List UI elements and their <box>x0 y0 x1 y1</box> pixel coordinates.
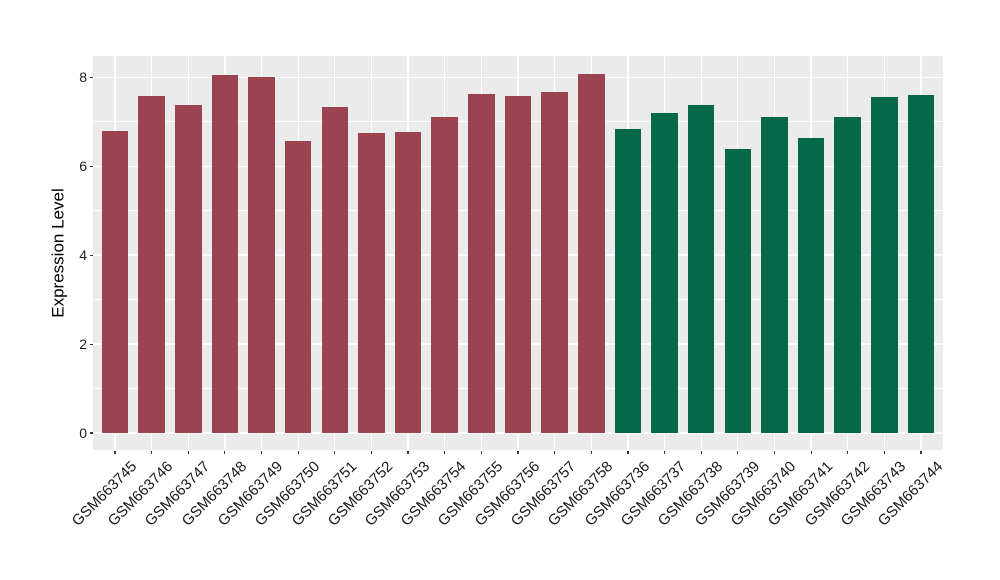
x-tick-mark <box>224 450 226 454</box>
y-tick-mark <box>90 432 93 434</box>
bar <box>211 75 239 433</box>
bar <box>651 113 678 433</box>
x-tick-mark <box>297 450 299 454</box>
bar <box>358 133 385 433</box>
x-tick-mark <box>920 450 922 454</box>
bar <box>614 128 642 433</box>
bar <box>101 130 129 433</box>
plot-panel <box>93 56 943 450</box>
bar <box>577 74 605 433</box>
bar <box>394 132 422 433</box>
x-tick-mark <box>554 450 556 454</box>
y-tick-mark <box>90 254 93 256</box>
x-tick-mark <box>260 450 263 454</box>
x-tick-mark <box>737 450 739 454</box>
bar <box>541 92 568 433</box>
bar <box>724 148 752 433</box>
bar <box>284 141 312 433</box>
y-tick-mark <box>90 343 93 345</box>
y-tick-mark <box>90 76 93 79</box>
bar <box>431 116 459 433</box>
y-tick-label: 8 <box>79 69 87 86</box>
x-tick-mark <box>590 450 592 454</box>
x-tick-mark <box>517 450 519 454</box>
y-tick-label: 4 <box>79 247 87 264</box>
bar <box>907 94 935 433</box>
bar <box>834 116 862 433</box>
bar <box>468 94 495 433</box>
bar <box>174 104 202 433</box>
x-tick-mark <box>847 450 849 454</box>
bar <box>797 138 825 433</box>
bar <box>504 95 532 433</box>
x-tick-mark <box>444 450 446 454</box>
bar <box>138 96 165 433</box>
x-tick-mark <box>773 450 776 454</box>
x-tick-mark <box>370 450 373 454</box>
y-tick-label: 0 <box>79 425 87 441</box>
x-tick-mark <box>700 450 702 454</box>
y-tick-label: 6 <box>79 158 87 175</box>
bar <box>871 97 898 433</box>
bar <box>761 117 788 433</box>
x-tick-mark <box>407 450 409 454</box>
x-tick-mark <box>810 450 812 454</box>
x-tick-mark <box>663 450 666 454</box>
x-tick-mark <box>334 450 336 454</box>
x-tick-mark <box>151 450 153 454</box>
bar <box>687 105 715 433</box>
x-tick-mark <box>480 450 482 454</box>
x-tick-mark <box>883 450 885 454</box>
bar <box>321 107 349 433</box>
bar <box>248 77 275 433</box>
y-tick-label: 2 <box>79 336 87 353</box>
x-tick-mark <box>114 450 116 454</box>
x-tick-mark <box>627 450 629 454</box>
x-tick-mark <box>187 450 189 454</box>
y-tick-mark <box>90 165 93 167</box>
